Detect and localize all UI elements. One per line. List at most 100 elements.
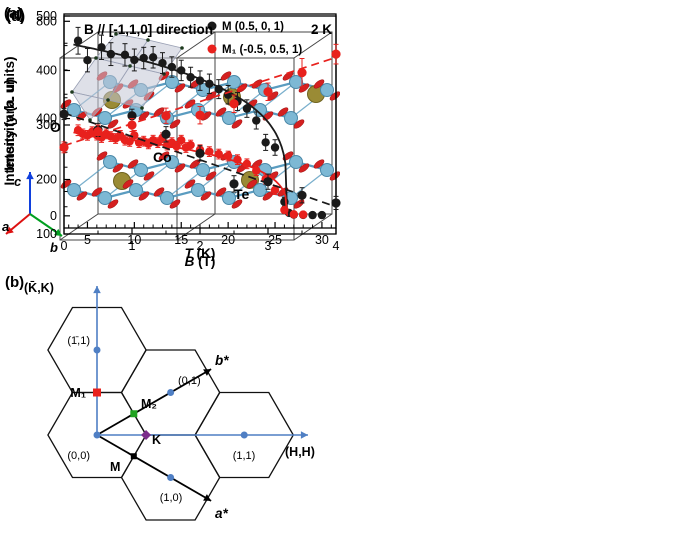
- o-atom: [158, 151, 170, 161]
- y-tick-label: 400: [36, 64, 57, 78]
- data-point: [186, 73, 195, 82]
- data-point: [127, 120, 137, 130]
- m1-marker: [93, 388, 101, 397]
- legend-label: M₁ (-0.5, 0.5, 1): [222, 44, 302, 56]
- hh-axis-arrow: [97, 431, 308, 439]
- c-axis-arrow: [26, 172, 34, 214]
- co-bond: [259, 81, 297, 111]
- series-1: [73, 124, 308, 219]
- co-atom: [222, 191, 236, 205]
- o-atom: [169, 119, 181, 129]
- y-tick-label: 100: [36, 227, 57, 241]
- data-point: [317, 210, 327, 220]
- x-axis-label: B (T): [185, 254, 216, 269]
- co-atom: [191, 183, 205, 197]
- o-atom: [122, 179, 134, 189]
- data-point: [331, 49, 341, 59]
- y-tick-label: 0: [50, 209, 57, 223]
- data-point: [242, 104, 252, 113]
- o-atom: [215, 107, 227, 117]
- octahedron-face: [71, 91, 109, 121]
- data-point: [97, 43, 106, 52]
- x-tick-label: 10: [127, 233, 141, 247]
- gamma-point-dot: [167, 389, 175, 396]
- o-vertex-dot: [180, 46, 184, 50]
- co-bond: [197, 161, 235, 191]
- kk-axis-arrow: [93, 286, 101, 435]
- b-axis-arrow: [29, 213, 63, 237]
- o-atom: [174, 83, 186, 93]
- trend-line: [63, 56, 337, 147]
- x-tick-label: 0: [61, 239, 68, 253]
- o-atom: [282, 151, 294, 161]
- gamma-point-dot: [93, 346, 101, 354]
- o-atom: [169, 199, 181, 209]
- x-tick-label: 25: [268, 233, 282, 247]
- data-point: [270, 143, 280, 152]
- panel-b-label: (b): [5, 274, 24, 291]
- m2-marker: [130, 410, 138, 418]
- x-tick-label: 20: [221, 233, 235, 247]
- x-tick-label: 4: [333, 239, 340, 253]
- x-tick-label: 30: [315, 233, 329, 247]
- o-atom: [76, 191, 88, 201]
- co-atom: [98, 111, 112, 125]
- k-marker: [141, 430, 152, 440]
- y-tick-label: 300: [36, 118, 57, 132]
- data-point: [59, 142, 69, 152]
- data-point: [59, 109, 69, 119]
- gamma-point-dot: [167, 474, 175, 481]
- o-atom: [231, 199, 243, 209]
- o-atom: [205, 171, 217, 181]
- annotations: B // [-1,1,0] direction 2 K: [84, 22, 332, 37]
- o-atom: [246, 179, 258, 189]
- o-atom: [313, 79, 325, 89]
- data-point: [261, 138, 270, 147]
- data-point: [158, 58, 167, 68]
- y-axis-label: Intensity (arb. units): [2, 56, 17, 185]
- co-atom: [129, 183, 143, 197]
- o-atom: [184, 179, 196, 189]
- data-point: [73, 36, 83, 45]
- data-point: [161, 129, 171, 139]
- hh-axis-label: (H,H): [285, 445, 315, 459]
- co-atom: [165, 155, 179, 169]
- data-point: [205, 147, 214, 156]
- y-tick-label: 500: [36, 9, 57, 23]
- data-point: [289, 210, 298, 219]
- o-atom: [174, 163, 186, 173]
- data-point: [263, 87, 273, 97]
- o-atom: [107, 199, 119, 209]
- co-atom: [67, 183, 81, 197]
- a-axis-label: a: [2, 219, 9, 234]
- o-atom: [298, 163, 310, 173]
- data-point: [172, 142, 181, 151]
- brillouin-zone-hexagon: [47, 306, 147, 394]
- tellurium-label: Te: [234, 186, 250, 202]
- data-point: [186, 140, 195, 150]
- co-atom: [253, 183, 267, 197]
- b-star-label: b*: [215, 353, 229, 368]
- data-point: [195, 76, 205, 85]
- co-atom: [320, 163, 334, 177]
- data-point: [223, 151, 233, 161]
- axis-triad: [5, 172, 63, 237]
- o-vertex-dot: [94, 56, 98, 60]
- c-axis-label: c: [14, 174, 22, 189]
- data-point: [130, 55, 139, 65]
- panel-d-label: (d): [6, 8, 25, 25]
- data-point: [148, 53, 158, 62]
- data-point: [252, 166, 261, 175]
- k-label: K: [152, 433, 161, 447]
- o-atom: [143, 171, 155, 181]
- co-atom: [284, 111, 298, 125]
- data-point: [214, 149, 223, 159]
- data-point: [195, 148, 205, 158]
- cobalt-label: Co: [153, 149, 172, 165]
- o-atom: [231, 119, 243, 129]
- co-atom: [196, 163, 210, 177]
- legend-marker: [207, 21, 217, 31]
